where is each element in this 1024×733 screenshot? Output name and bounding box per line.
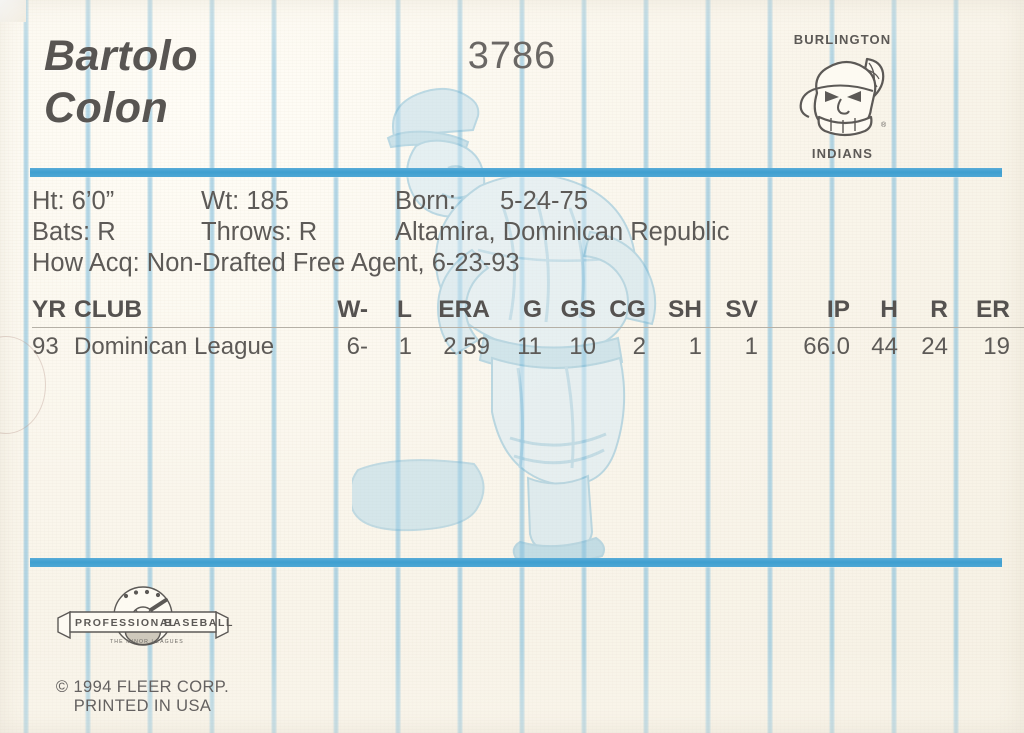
cell-ip: 66.0 <box>803 333 850 360</box>
chief-wahoo-icon: ® <box>799 57 887 137</box>
player-first-name: Bartolo <box>44 32 198 80</box>
cell-cg: 2 <box>632 333 646 360</box>
table-row: 93 Dominican League 6- 1 2.59 11 10 2 1 … <box>32 328 1024 362</box>
bats-label: Bats: R <box>32 218 116 246</box>
cell-gs: 10 <box>569 333 596 360</box>
col-header-gs: GS <box>542 296 596 328</box>
birthplace-value: Altamira, Dominican Republic <box>395 218 730 246</box>
team-name-label: INDIANS <box>811 146 874 161</box>
logo-text-arc: THE MINOR LEAGUES <box>110 639 184 645</box>
team-city-label: BURLINGTON <box>793 32 892 47</box>
cell-w: 6- <box>346 333 368 360</box>
born-date-value: 5-24-75 <box>500 187 588 215</box>
logo-text-left: PROFESSIONAL <box>75 617 177 629</box>
cell-er: 19 <box>983 333 1010 360</box>
professional-baseball-logo-icon: PROFESSIONAL BASEBALL THE MINOR LEAGUES <box>48 586 238 652</box>
col-header-sh: SH <box>646 296 702 328</box>
divider-rule-bottom <box>30 558 1002 567</box>
bio-row-acquisition: How Acq: Non-Drafted Free Agent, 6-23-93 <box>32 248 992 279</box>
copyright-line-2: PRINTED IN USA <box>73 697 212 715</box>
col-header-ip: IP <box>758 296 850 328</box>
col-header-g: G <box>490 296 542 328</box>
cell-l: 1 <box>398 333 412 360</box>
player-last-name: Colon <box>44 84 169 133</box>
col-header-club: CLUB <box>74 296 310 328</box>
cell-sh: 1 <box>688 333 702 360</box>
col-header-cg: CG <box>596 296 646 328</box>
weight-label: Wt: 185 <box>201 187 289 215</box>
cell-g: 11 <box>517 333 542 360</box>
col-header-yr: YR <box>32 296 74 328</box>
col-header-r: R <box>898 296 948 328</box>
card-number: 3786 <box>467 35 557 77</box>
cell-era: 2.59 <box>443 333 490 360</box>
cell-bb: 33 <box>1010 328 1024 362</box>
col-header-er: ER <box>948 296 1010 328</box>
player-bio-block: Ht: 6’0” Wt: 185 Born: 5-24-75 Bats: R T… <box>32 186 992 279</box>
col-header-w: W- <box>310 296 368 328</box>
how-acquired-text: How Acq: Non-Drafted Free Agent, 6-23-93 <box>32 249 520 277</box>
cell-h: 44 <box>871 333 898 360</box>
copyright-line-1: © 1994 FLEER CORP. <box>55 678 230 696</box>
col-header-sv: SV <box>702 296 758 328</box>
cell-yr: 93 <box>32 333 59 360</box>
cell-sv: 1 <box>744 333 758 360</box>
svg-text:®: ® <box>881 121 887 129</box>
col-header-era: ERA <box>412 296 490 328</box>
throws-label: Throws: R <box>201 218 318 246</box>
logo-text-right: BASEBALL <box>164 617 234 629</box>
cell-r: 24 <box>921 333 948 360</box>
team-logo-block: BURLINGTON <box>780 32 905 161</box>
bio-row-handedness: Bats: R Throws: R Altamira, Dominican Re… <box>32 217 992 248</box>
bio-row-physical: Ht: 6’0” Wt: 185 Born: 5-24-75 <box>32 186 992 217</box>
born-label: Born: <box>395 187 456 215</box>
copyright-block: © 1994 FLEER CORP. PRINTED IN USA <box>40 678 245 716</box>
col-header-l: L <box>368 296 412 328</box>
height-label: Ht: 6’0” <box>32 187 115 215</box>
career-stats-table: YR CLUB W- L ERA G GS CG SH SV IP H R ER… <box>32 296 1024 361</box>
player-name: Bartolo Colon <box>44 30 198 135</box>
cell-club: Dominican League <box>74 333 275 360</box>
divider-rule-top <box>30 168 1002 177</box>
col-header-h: H <box>850 296 898 328</box>
table-header-row: YR CLUB W- L ERA G GS CG SH SV IP H R ER… <box>32 296 1024 328</box>
col-header-bb: BB <box>1010 296 1024 328</box>
